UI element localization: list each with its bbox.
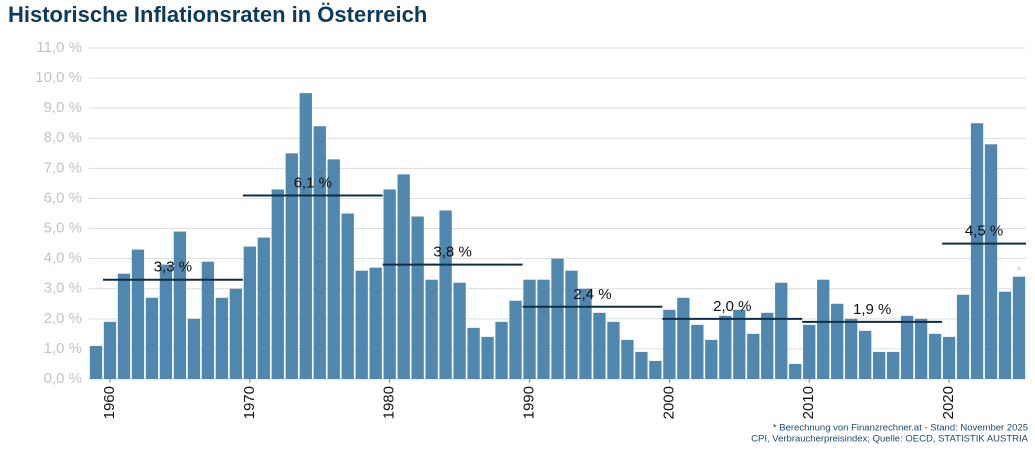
bar: [481, 336, 494, 379]
bar: [1012, 276, 1026, 379]
bar: [914, 318, 928, 379]
average-label: 3,3 %: [154, 259, 192, 276]
bar: [355, 270, 368, 379]
bar: [397, 174, 410, 379]
y-tick-label: 2,0 %: [44, 310, 82, 327]
bar: [677, 297, 690, 379]
y-tick-label: 5,0 %: [44, 220, 82, 237]
bar: [327, 159, 340, 379]
bar: [775, 282, 788, 379]
bar: [691, 324, 704, 379]
bar: [593, 312, 606, 379]
annotation: *: [1017, 265, 1021, 276]
bar: [649, 360, 662, 379]
chart-title: Historische Inflationsraten in Österreic…: [8, 2, 427, 27]
bar: [229, 288, 242, 379]
y-tick-label: 6,0 %: [44, 189, 82, 206]
bar: [984, 144, 998, 379]
y-tick-label: 3,0 %: [44, 280, 82, 297]
y-tick-label: 8,0 %: [44, 129, 82, 146]
bar: [551, 258, 564, 379]
average-label: 2,0 %: [713, 298, 751, 315]
y-tick-label: 7,0 %: [44, 159, 82, 176]
bar: [803, 324, 816, 379]
bar: [719, 315, 732, 379]
bar: [900, 315, 914, 379]
bar: [845, 318, 858, 379]
bar: [789, 363, 802, 379]
y-tick-label: 1,0 %: [44, 340, 82, 357]
bar: [523, 279, 536, 379]
bar: [733, 309, 746, 379]
average-label: 2,4 %: [573, 286, 611, 303]
bar: [579, 288, 592, 379]
x-tick-label: 1970: [241, 386, 258, 419]
bar: [705, 339, 718, 379]
bar: [383, 189, 396, 379]
y-tick-label: 11,0 %: [36, 39, 82, 56]
x-tick-label: 2000: [660, 386, 677, 419]
bar: [453, 282, 466, 379]
bar: [173, 231, 187, 379]
y-tick-label: 4,0 %: [44, 250, 82, 267]
bar: [663, 309, 676, 379]
bar: [607, 321, 620, 379]
bar: [103, 321, 117, 379]
bar: [928, 333, 942, 379]
average-label: 6,1 %: [294, 174, 332, 191]
y-tick-label: 0,0 %: [44, 370, 82, 387]
bar: [859, 330, 872, 379]
x-tick-label: 1990: [520, 386, 537, 419]
bar: [369, 267, 382, 379]
bar: [998, 291, 1012, 379]
average-label: 3,8 %: [433, 244, 471, 261]
bar: [747, 333, 760, 379]
footnote: CPI, Verbraucherpreisindex; Quelle: OECD…: [751, 434, 1028, 445]
bar: [817, 279, 830, 379]
footnote: * Berechnung von Finanzrechner.at - Stan…: [773, 423, 1028, 434]
bar: [761, 312, 774, 379]
bar: [159, 264, 173, 379]
x-tick-label: 2010: [800, 386, 817, 419]
bar: [956, 294, 970, 379]
bar: [341, 213, 354, 379]
bar: [942, 336, 956, 379]
bar: [970, 123, 984, 380]
bar: [243, 246, 256, 379]
bar: [285, 153, 298, 379]
bar: [886, 351, 900, 379]
x-tick-label: 1960: [101, 386, 118, 419]
bar: [299, 93, 312, 380]
y-tick-label: 10,0 %: [35, 69, 82, 86]
x-tick-label: 2020: [940, 386, 957, 419]
bar: [537, 279, 550, 379]
bar: [495, 321, 508, 379]
bar: [439, 210, 452, 379]
average-label: 1,9 %: [853, 301, 891, 318]
bar: [131, 249, 145, 379]
bar: [635, 351, 648, 379]
bar: [187, 318, 201, 379]
average-label: 4,5 %: [965, 223, 1003, 240]
bar: [145, 297, 159, 379]
y-tick-label: 9,0 %: [44, 99, 82, 116]
bar: [257, 237, 270, 379]
bar: [509, 300, 522, 379]
bar: [831, 303, 844, 379]
bar: [215, 297, 229, 379]
x-tick-label: 1980: [381, 386, 398, 419]
bar: [89, 345, 103, 379]
bar: [201, 261, 215, 379]
bar: [565, 270, 578, 379]
bar: [873, 351, 886, 379]
bar: [313, 126, 326, 380]
bar: [621, 339, 634, 379]
bar: [425, 279, 438, 379]
bar: [467, 327, 480, 379]
bar: [411, 216, 424, 379]
bar: [117, 273, 131, 379]
bar: [271, 189, 284, 379]
